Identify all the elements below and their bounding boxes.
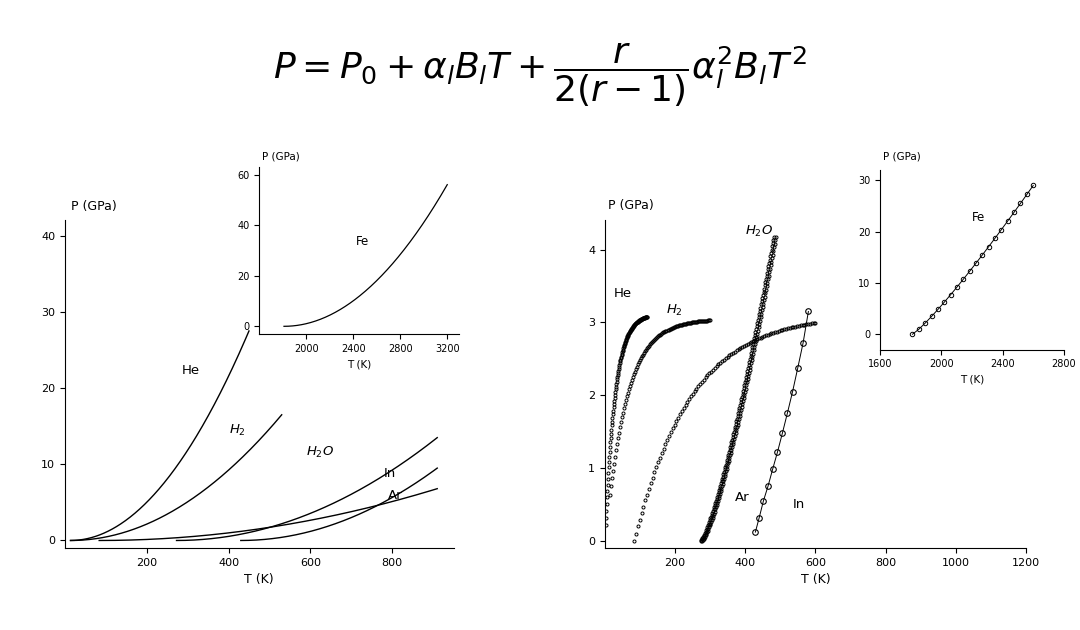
Text: P (GPa): P (GPa) <box>883 152 921 162</box>
Text: In: In <box>384 467 396 479</box>
X-axis label: T (K): T (K) <box>960 375 984 385</box>
Text: Fe: Fe <box>355 236 369 248</box>
Text: $P = P_0 + \alpha_l B_l T + \dfrac{r}{2(r-1)}\alpha_l^2 B_l T^2$: $P = P_0 + \alpha_l B_l T + \dfrac{r}{2(… <box>273 42 807 109</box>
Text: In: In <box>793 498 805 511</box>
X-axis label: T (K): T (K) <box>800 573 831 587</box>
Text: $H_2O$: $H_2O$ <box>307 445 335 461</box>
Text: Ar: Ar <box>388 490 403 502</box>
Text: He: He <box>613 287 632 300</box>
X-axis label: T (K): T (K) <box>347 359 372 369</box>
Text: P (GPa): P (GPa) <box>71 200 117 213</box>
Text: Fe: Fe <box>972 212 985 224</box>
X-axis label: T (K): T (K) <box>244 573 274 587</box>
Text: Ar: Ar <box>734 491 750 504</box>
Text: He: He <box>181 364 200 377</box>
Text: $H_2$: $H_2$ <box>666 302 683 318</box>
Text: P (GPa): P (GPa) <box>261 151 299 161</box>
Text: P (GPa): P (GPa) <box>608 198 654 212</box>
Text: $H_2O$: $H_2O$ <box>745 224 773 239</box>
Text: $H_2$: $H_2$ <box>229 423 245 438</box>
